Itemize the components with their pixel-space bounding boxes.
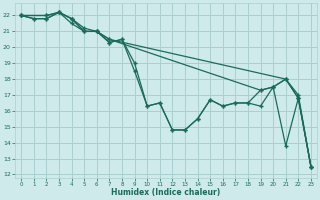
X-axis label: Humidex (Indice chaleur): Humidex (Indice chaleur) xyxy=(111,188,221,197)
